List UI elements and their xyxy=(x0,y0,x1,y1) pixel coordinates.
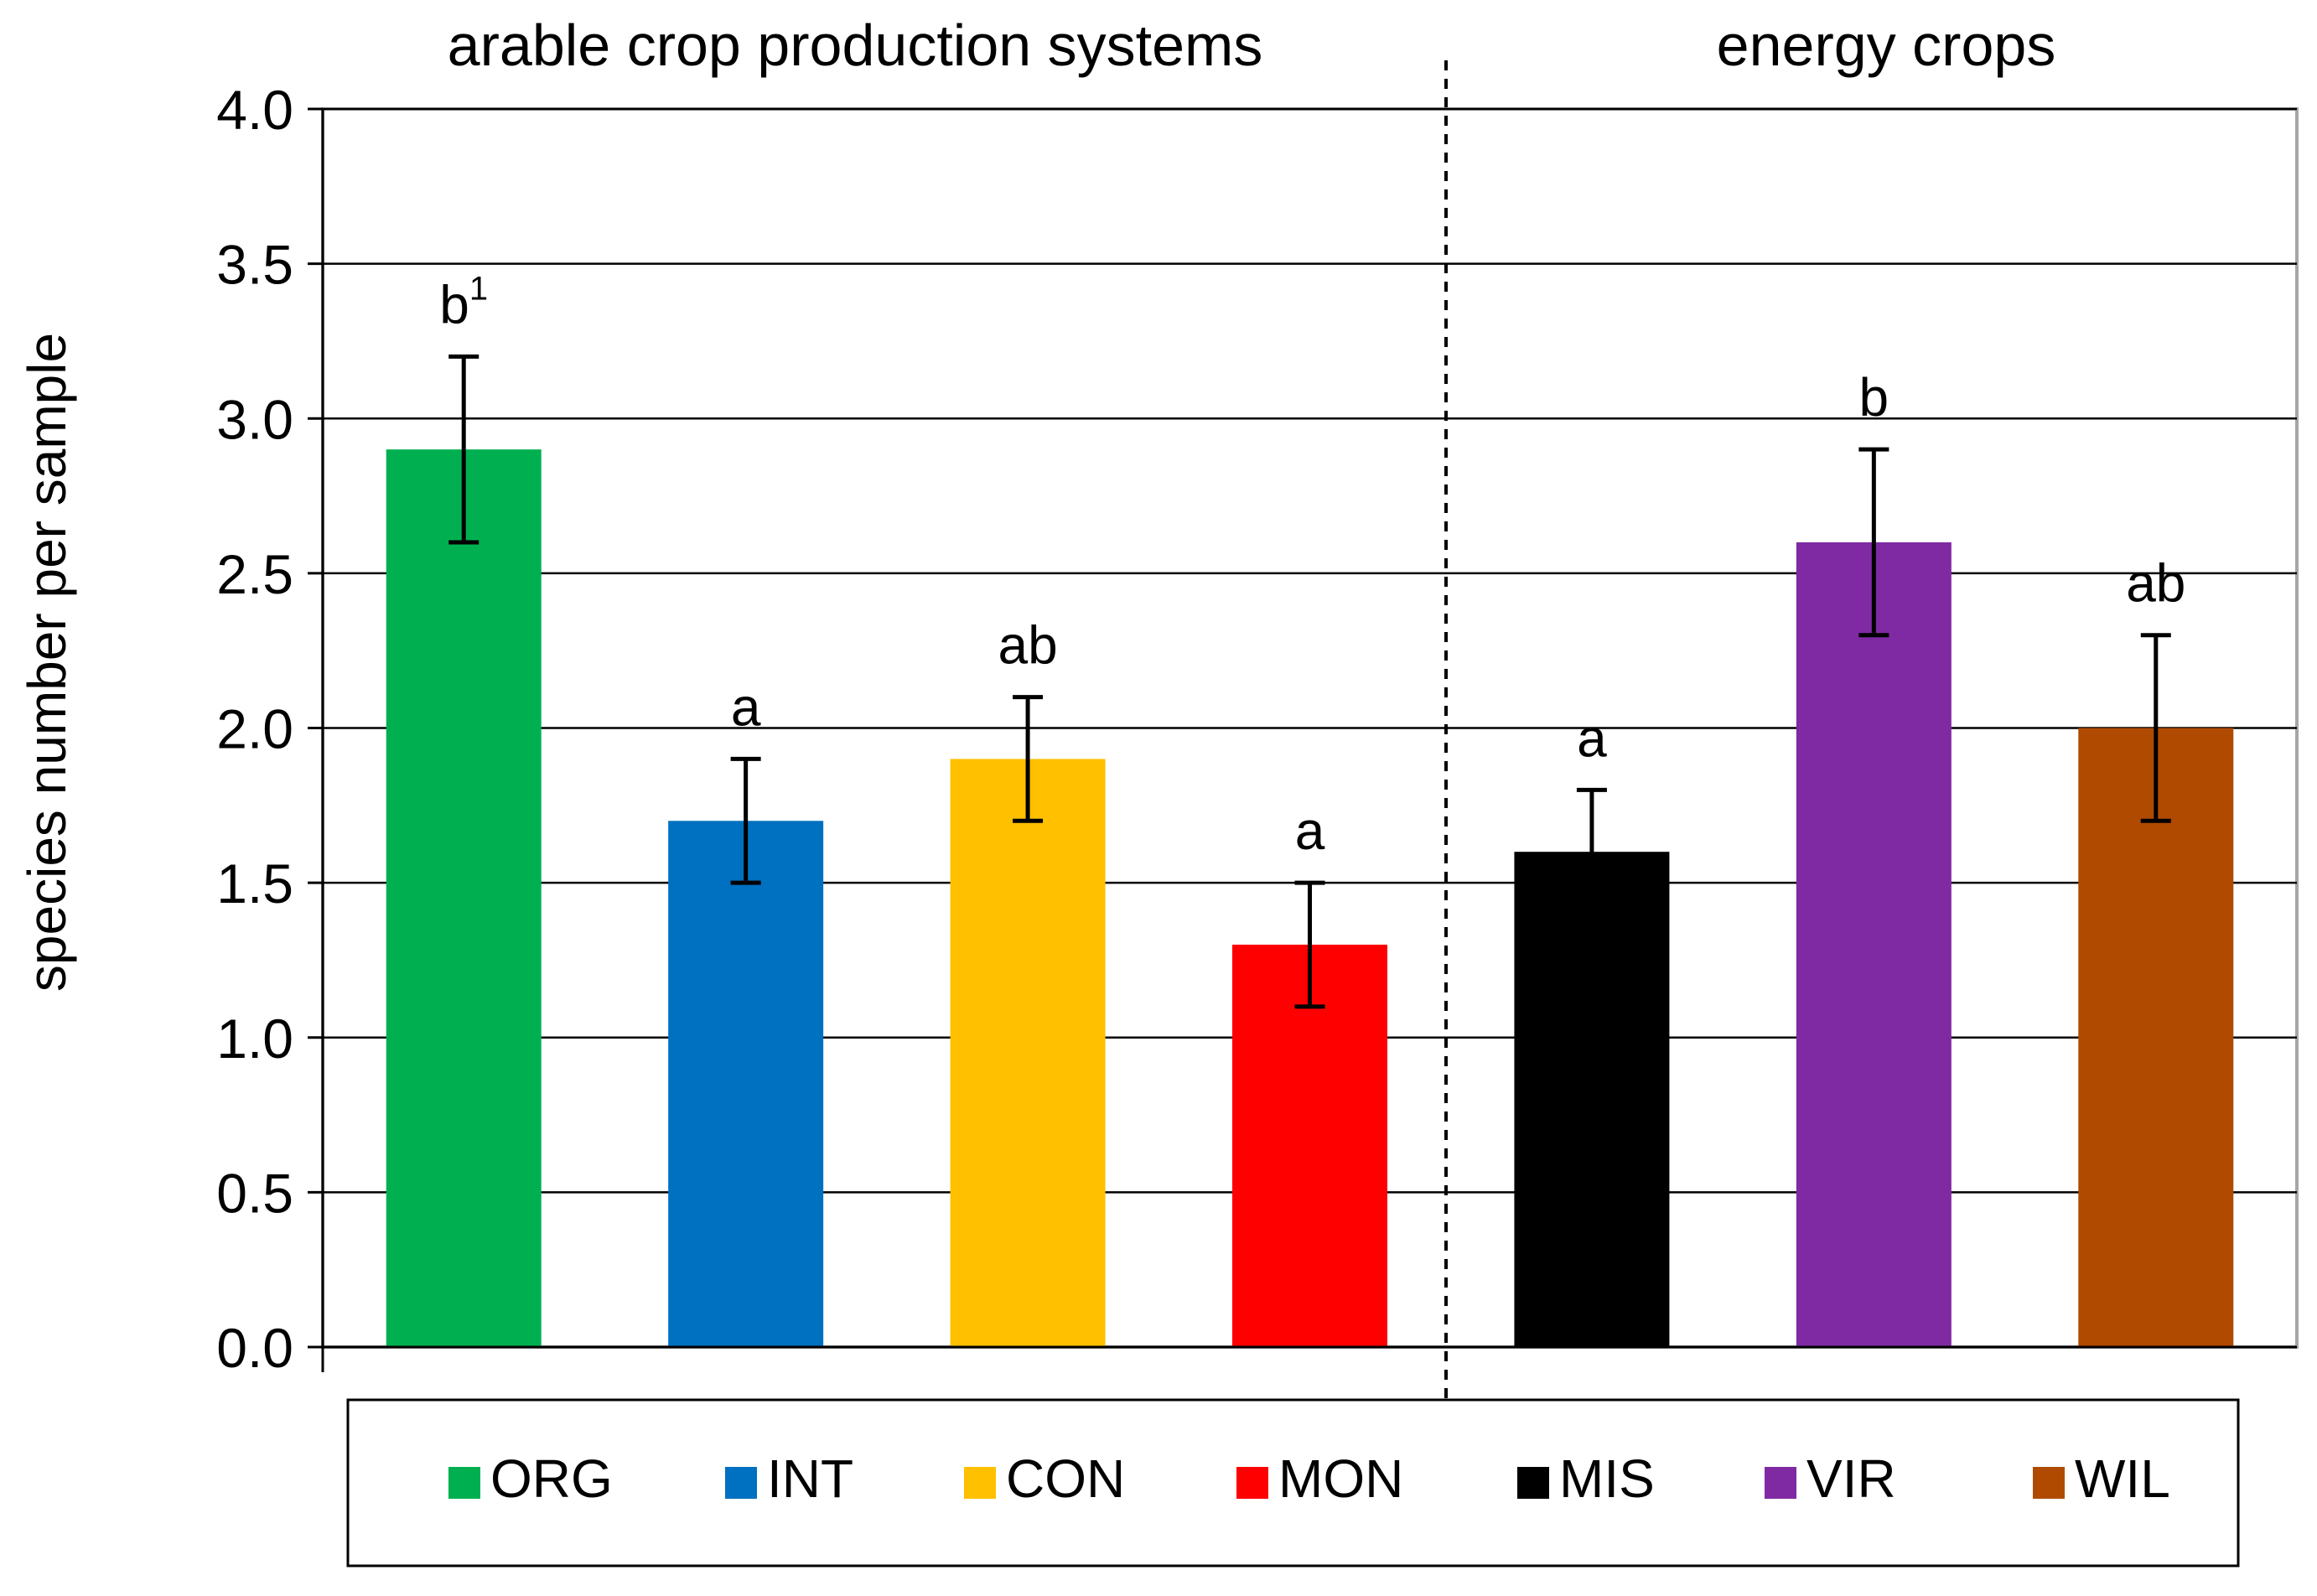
y-tick-label: 3.5 xyxy=(216,234,293,296)
y-tick-label: 4.0 xyxy=(216,79,293,141)
significance-letter-mis: a xyxy=(1577,707,1607,768)
y-tick-label: 2.5 xyxy=(216,543,293,605)
y-tick-label: 1.0 xyxy=(216,1008,293,1070)
bar-org xyxy=(386,449,542,1347)
legend-swatch-con xyxy=(964,1467,996,1499)
bar-int xyxy=(668,821,824,1347)
legend-swatch-mis xyxy=(1517,1467,1549,1499)
legend-swatch-wil xyxy=(2033,1467,2065,1499)
group-title-arable: arable crop production systems xyxy=(448,13,1263,78)
bar-con xyxy=(950,759,1106,1347)
y-tick-label: 3.0 xyxy=(216,388,293,450)
significance-letter-int: a xyxy=(731,676,761,737)
legend-label-wil: WIL xyxy=(2075,1448,2170,1509)
bar-vir xyxy=(1796,542,1952,1347)
group-title-energy: energy crops xyxy=(1717,13,2056,78)
significance-letter-vir: b xyxy=(1859,367,1889,428)
legend-swatch-vir xyxy=(1765,1467,1796,1499)
legend-label-vir: VIR xyxy=(1806,1448,1896,1509)
significance-letter-org: b1 xyxy=(439,270,488,334)
legend-swatch-mon xyxy=(1236,1467,1268,1499)
bar-mis xyxy=(1514,852,1670,1347)
legend-label-con: CON xyxy=(1006,1448,1125,1509)
y-tick-label: 1.5 xyxy=(216,852,293,915)
legend-label-mon: MON xyxy=(1278,1448,1403,1509)
bar-wil xyxy=(2078,728,2234,1347)
legend-box xyxy=(346,1398,2240,1568)
significance-letter-wil: ab xyxy=(2126,553,2185,614)
significance-letter-mon: a xyxy=(1295,801,1325,861)
y-tick-label: 0.5 xyxy=(216,1162,293,1224)
legend-label-int: INT xyxy=(767,1448,853,1509)
legend-label-mis: MIS xyxy=(1559,1448,1655,1509)
significance-letter-con: ab xyxy=(998,615,1057,676)
footnote-mark: 1 xyxy=(469,270,488,307)
y-tick-label: 2.0 xyxy=(216,698,293,760)
bar-mon xyxy=(1232,944,1387,1347)
legend-swatch-org xyxy=(448,1467,480,1499)
legend-swatch-int xyxy=(725,1467,757,1499)
legend-label-org: ORG xyxy=(490,1448,613,1509)
y-tick-label: 0.0 xyxy=(216,1317,293,1379)
y-axis-label: species number per sample xyxy=(17,333,77,992)
legend: ORG INT CON MON MIS VIR WIL xyxy=(448,1448,2170,1509)
